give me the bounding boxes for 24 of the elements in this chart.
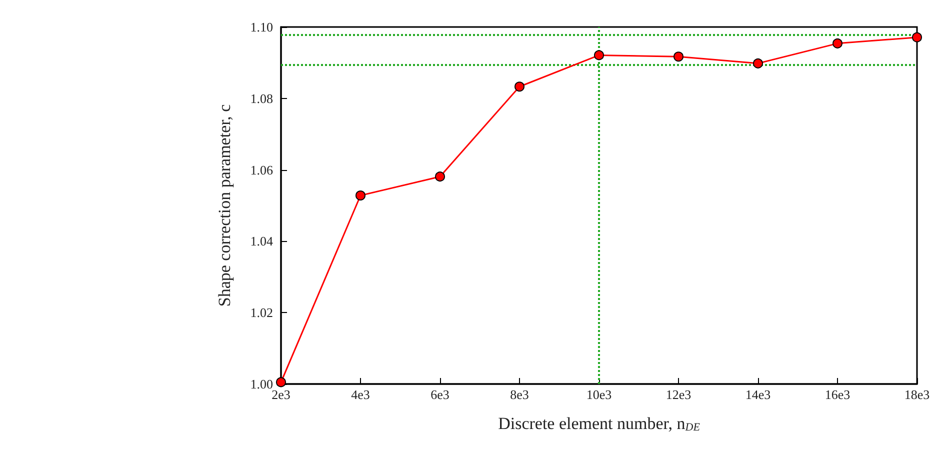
y-tick-label: 1.06 [250,162,274,178]
point [514,82,524,92]
y-tick-label: 1.10 [250,20,273,34]
x-tick-label: 4e3 [351,387,370,402]
y-axis-title: Shape correction parameter, c [215,104,234,307]
x-tick-label: 18e3 [904,387,930,402]
point [912,32,922,42]
x-tick-label: 2e3 [272,387,290,402]
point [435,172,445,182]
y-tick-label: 1.08 [250,90,273,106]
x-tick-label: 10e3 [586,387,612,402]
x-tick-label: 6e3 [430,387,450,402]
point [356,190,366,200]
y-tick-label: 1.04 [250,234,274,249]
x-tick-label: 14e3 [745,387,771,402]
x-tick-label: 8e3 [510,387,529,402]
point [594,50,604,60]
point [832,38,842,48]
y-tick-label: 1.02 [250,305,273,320]
x-tick-label: 12e3 [666,387,692,402]
point [674,52,684,62]
point [753,58,763,68]
y-tick-label: 1.00 [250,376,273,392]
x-tick-label: 16e3 [824,387,850,402]
